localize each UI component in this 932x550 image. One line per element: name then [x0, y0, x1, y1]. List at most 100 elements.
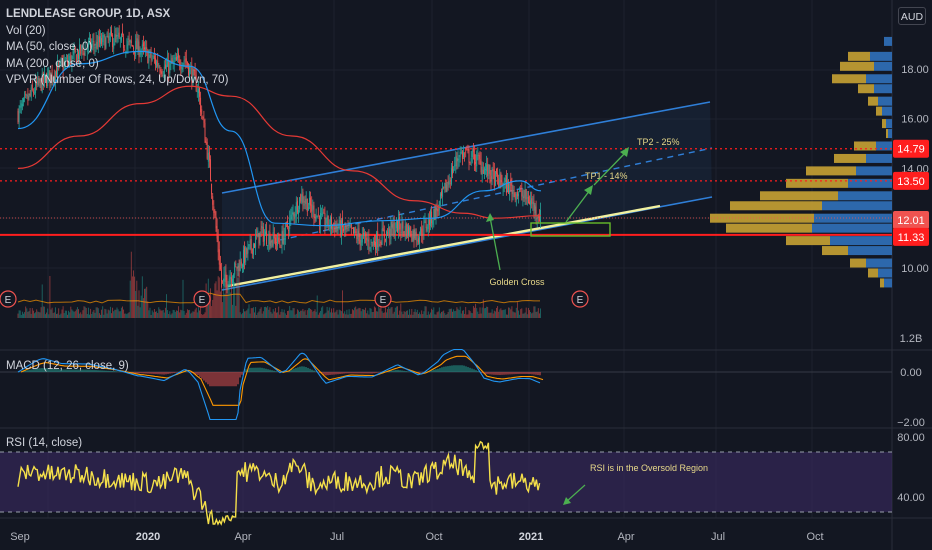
volume-bar-267	[311, 309, 313, 318]
volume-bar-170	[204, 312, 206, 318]
vp-down-row-9	[854, 141, 876, 151]
volume-bar-91	[117, 309, 119, 318]
macd-hist-bar	[27, 370, 29, 372]
earnings-marker-1	[193, 290, 211, 308]
candle-body-184	[219, 263, 221, 270]
legend-ma50[interactable]: MA (50, close, 0)	[6, 41, 93, 53]
volume-bar-474	[538, 313, 540, 318]
macd-hist-bar	[369, 372, 371, 374]
volume-bar-278	[323, 314, 325, 318]
legend-vol[interactable]: Vol (20)	[6, 24, 46, 37]
candle-body-419	[478, 155, 480, 159]
candle-body-72	[96, 41, 98, 49]
volume-bar-151	[183, 310, 185, 318]
candle-body-24	[43, 73, 45, 80]
volume-bar-144	[175, 310, 177, 318]
candle-body-9	[27, 96, 29, 101]
candle-body-73	[97, 36, 99, 47]
candle-body-94	[120, 34, 122, 41]
candle-body-462	[525, 189, 527, 200]
candle-body-357	[410, 226, 412, 237]
price-tick-1: 16.00	[901, 114, 929, 126]
vp-up-row-13	[838, 191, 892, 201]
macd-hist-bar	[157, 372, 159, 375]
currency-badge[interactable]: AUD	[898, 7, 926, 25]
candle-body-336	[387, 232, 389, 234]
macd-hist-bar	[31, 369, 33, 372]
volume-bar-149	[181, 310, 183, 318]
macd-hist-bar	[473, 369, 475, 372]
symbol-title[interactable]: LENDLEASE GROUP, 1D, ASX	[6, 8, 171, 20]
macd-hist-bar	[521, 372, 523, 374]
macd-hist-bar	[199, 372, 201, 377]
macd-hist-bar	[249, 367, 251, 372]
earnings-letter-1: E	[199, 295, 206, 306]
candle-body-52	[74, 46, 76, 53]
volume-bar-82	[107, 309, 109, 318]
legend-vpvr[interactable]: VPVR (Number Of Rows, 24, Up/Down, 70)	[6, 74, 229, 86]
volume-bar-469	[533, 306, 535, 318]
macd-hist-bar	[33, 369, 35, 372]
volume-bar-366	[420, 314, 422, 318]
legend-ma200[interactable]: MA (200, close, 0)	[6, 57, 99, 70]
candle-body-77	[102, 35, 104, 43]
macd-hist-bar	[105, 370, 107, 372]
candle-body-203	[240, 261, 242, 266]
volume-bar-298	[345, 314, 347, 318]
volume-bar-198	[235, 305, 237, 318]
rsi-legend[interactable]: RSI (14, close)	[6, 437, 83, 449]
candle-body-25	[45, 74, 46, 76]
candle-body-283	[328, 226, 330, 228]
volume-bar-467	[531, 313, 533, 318]
golden-cross-label: Golden Cross	[489, 277, 545, 287]
volume-bar-383	[438, 307, 440, 318]
macd-hist-bar	[349, 372, 351, 374]
volume-bar-475	[540, 308, 541, 318]
candle-body-70	[94, 46, 96, 49]
volume-bar-105	[133, 270, 134, 318]
candle-body-110	[138, 41, 140, 57]
price-label-bg-3	[893, 227, 929, 246]
volume-bar-226	[266, 307, 268, 318]
volume-bar-314	[362, 309, 364, 318]
volume-bar-349	[401, 311, 403, 318]
volume-bar-130	[160, 310, 162, 318]
vp-up-row-6	[882, 106, 892, 116]
volume-bar-166	[200, 301, 202, 318]
macd-hist-bar	[323, 372, 325, 375]
volume-bar-339	[390, 307, 392, 318]
volume-bar-316	[365, 307, 367, 318]
candle-body-46	[68, 60, 70, 63]
volume-bar-378	[433, 307, 435, 318]
candle-body-30	[50, 72, 52, 80]
volume-bar-443	[504, 309, 506, 318]
volume-bar-295	[342, 290, 343, 318]
volume-bar-445	[507, 314, 508, 318]
candle-body-248	[290, 214, 292, 220]
macd-hist-bar	[493, 372, 495, 375]
volume-bar-432	[492, 313, 494, 318]
volume-bar-279	[324, 313, 326, 318]
macd-tick-0: 0.00	[900, 367, 921, 379]
volume-bar-250	[292, 307, 294, 318]
volume-bar-223	[262, 311, 264, 318]
volume-bar-466	[530, 311, 532, 318]
volume-bar-429	[489, 312, 491, 318]
macd-legend[interactable]: MACD (12, 26, close, 9)	[6, 360, 129, 372]
candle-body-285	[331, 216, 332, 229]
macd-hist-bar	[431, 370, 433, 372]
candle-body-321	[370, 239, 372, 246]
volume-bar-335	[386, 312, 387, 318]
macd-hist-bar	[295, 368, 297, 372]
candle-body-332	[382, 227, 384, 232]
candle-body-372	[426, 226, 428, 231]
macd-hist-bar	[441, 367, 443, 372]
volume-bar-251	[293, 308, 295, 318]
candle-body-401	[458, 159, 460, 160]
candle-body-298	[345, 222, 347, 230]
macd-hist-bar	[515, 372, 517, 375]
candle-body-340	[391, 221, 393, 228]
candle-body-210	[248, 244, 250, 247]
volume-bar-361	[414, 309, 416, 318]
